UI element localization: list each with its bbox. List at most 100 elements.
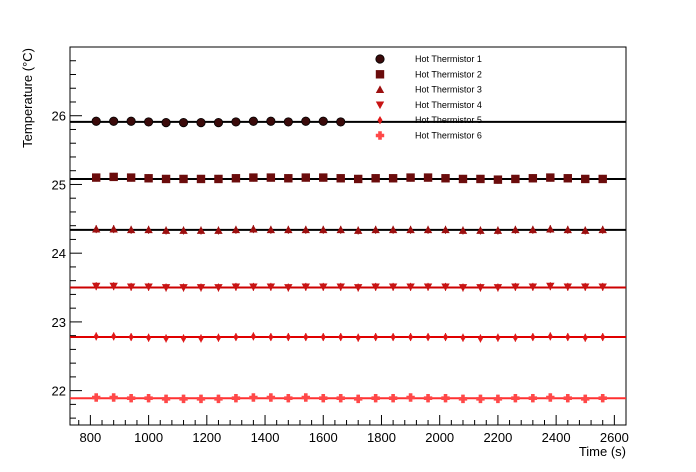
data-point: [319, 173, 328, 182]
data-point: [161, 394, 171, 404]
data-point: [600, 332, 606, 342]
data-point: [301, 225, 310, 234]
data-point: [493, 175, 503, 184]
data-point: [249, 393, 258, 402]
data-point: [546, 224, 555, 233]
series-3-markers: [91, 224, 607, 235]
data-point: [528, 174, 538, 183]
data-point: [301, 393, 310, 402]
data-point: [477, 334, 483, 343]
data-point: [161, 118, 171, 128]
data-point: [111, 332, 117, 341]
data-point: [528, 393, 538, 403]
data-point: [268, 332, 274, 342]
data-point: [511, 225, 520, 234]
data-point: [249, 173, 258, 182]
data-point: [353, 226, 363, 234]
data-point: [388, 283, 398, 292]
legend: Hot Thermistor 1 Hot Thermistor 2 Hot Ther…: [375, 54, 482, 141]
data-point: [249, 224, 258, 233]
data-point: [178, 118, 189, 128]
data-point: [126, 173, 136, 182]
data-point: [493, 226, 503, 234]
y-tick-label: 24: [52, 246, 66, 261]
data-point: [144, 225, 153, 234]
legend-marker-1: [375, 54, 385, 64]
data-point: [301, 116, 311, 126]
data-point: [231, 283, 241, 292]
data-point: [231, 117, 241, 127]
data-point: [231, 393, 241, 403]
axis-tick-labels: 800 1000 1200 1400 1600 1800 2000 2200 2400 2600 2…: [52, 109, 629, 445]
data-point: [406, 283, 415, 292]
x-tick-label: 1000: [134, 430, 163, 445]
data-point: [582, 333, 588, 342]
data-point: [146, 333, 152, 342]
data-point: [565, 332, 571, 342]
data-point: [336, 283, 345, 292]
data-point: [214, 226, 223, 234]
data-point: [423, 283, 433, 292]
data-point: [179, 284, 188, 292]
data-point: [598, 283, 607, 292]
data-point: [388, 174, 398, 183]
data-point: [284, 225, 293, 234]
data-point: [442, 332, 449, 342]
data-point: [126, 225, 136, 234]
legend-label-4: Hot Thermistor 4: [415, 100, 482, 110]
x-axis-label: Time (s): [579, 444, 626, 459]
data-point: [476, 284, 485, 292]
data-point: [353, 394, 363, 404]
data-point: [406, 225, 415, 234]
legend-label-1: Hot Thermistor 1: [415, 54, 482, 64]
series-2-markers: [91, 172, 607, 184]
legend-marker-4: [375, 101, 385, 110]
data-point: [563, 393, 572, 403]
data-point: [181, 334, 187, 343]
data-point: [476, 394, 485, 404]
data-point: [581, 283, 590, 292]
x-tick-label: 2000: [425, 430, 454, 445]
data-point: [406, 393, 415, 402]
data-point: [109, 172, 118, 182]
data-point: [233, 332, 239, 342]
data-point: [336, 393, 345, 403]
y-axis-label: Temperature (°C): [20, 48, 35, 148]
x-tick-label: 2400: [542, 430, 571, 445]
data-point: [320, 332, 326, 342]
y-tick-label: 22: [52, 384, 66, 399]
legend-label-3: Hot Thermistor 3: [415, 85, 482, 95]
data-point: [546, 393, 555, 402]
legend-marker-5: [377, 116, 383, 125]
data-point: [266, 283, 276, 292]
data-point: [161, 174, 171, 184]
x-tick-label: 1400: [251, 430, 280, 445]
data-point: [425, 332, 431, 342]
data-point: [458, 174, 468, 184]
data-point: [214, 394, 223, 404]
axis-ticks: [70, 46, 627, 425]
data-point: [319, 283, 328, 292]
data-point: [301, 173, 310, 182]
series-5-markers: [93, 332, 606, 343]
data-point: [231, 225, 241, 234]
data-point: [598, 174, 607, 184]
data-point: [563, 174, 572, 183]
data-point: [179, 394, 188, 404]
data-point: [423, 173, 433, 182]
data-point: [249, 283, 258, 292]
data-point: [408, 332, 414, 342]
data-point: [196, 226, 206, 234]
data-point: [144, 174, 153, 183]
data-point: [284, 284, 293, 292]
data-point: [423, 225, 433, 234]
data-point: [91, 173, 101, 182]
data-point: [196, 118, 206, 128]
plot-frame: [69, 46, 627, 426]
data-point: [231, 174, 241, 183]
data-point: [476, 174, 485, 184]
data-point: [546, 282, 555, 291]
data-point: [353, 284, 363, 292]
data-point: [598, 393, 607, 403]
